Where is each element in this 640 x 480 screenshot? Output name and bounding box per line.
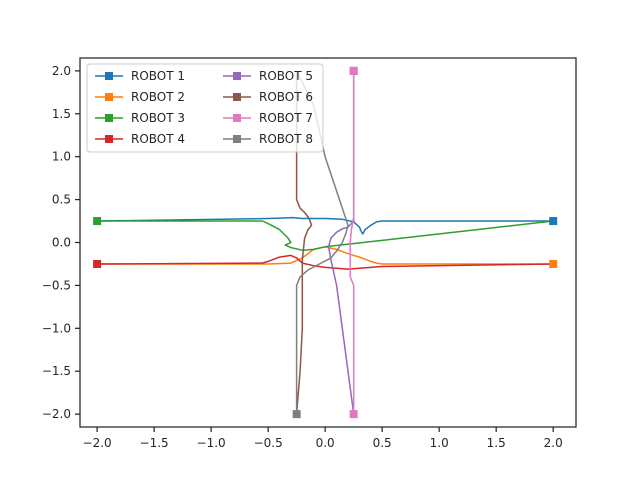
x-tick-label: 1.0 bbox=[430, 436, 449, 450]
y-tick-label: 0.5 bbox=[52, 193, 71, 207]
legend-box bbox=[86, 63, 324, 153]
legend-marker-3 bbox=[105, 114, 113, 122]
legend-marker-8 bbox=[233, 135, 241, 143]
y-axis-ticks: 2.0 1.5 1.0 0.5 0.0 −0.5 −1.0 −1.5 −2.0 bbox=[42, 64, 80, 421]
x-tick-label: −1.5 bbox=[140, 436, 169, 450]
legend-label-2: ROBOT 2 bbox=[131, 90, 185, 104]
x-tick-label: −2.0 bbox=[83, 436, 112, 450]
y-tick-label: −0.5 bbox=[42, 278, 71, 292]
x-tick-label: 0.5 bbox=[373, 436, 392, 450]
legend-marker-4 bbox=[105, 135, 113, 143]
series-marker-7-2 bbox=[349, 410, 358, 419]
y-tick-label: −1.5 bbox=[42, 364, 71, 378]
series-marker-1-1 bbox=[549, 217, 558, 226]
series-marker-7-1 bbox=[349, 66, 358, 75]
series-line-3 bbox=[97, 220, 554, 251]
legend-label-8: ROBOT 8 bbox=[259, 132, 313, 146]
series-line-5 bbox=[327, 70, 355, 415]
legend-label-5: ROBOT 5 bbox=[259, 69, 313, 83]
series-line-7 bbox=[349, 70, 355, 415]
series-markers bbox=[93, 66, 558, 419]
series-line-2 bbox=[97, 246, 554, 265]
y-tick-label: 0.0 bbox=[52, 236, 71, 250]
legend-label-3: ROBOT 3 bbox=[131, 111, 185, 125]
x-tick-label: 2.0 bbox=[544, 436, 563, 450]
series-line-1 bbox=[97, 216, 554, 235]
series-marker-3-1 bbox=[93, 217, 102, 226]
legend-label-4: ROBOT 4 bbox=[131, 132, 185, 146]
y-tick-label: 2.0 bbox=[52, 64, 71, 78]
series-lines bbox=[97, 70, 554, 415]
legend: ROBOT 1 ROBOT 2 ROBOT 3 ROBOT 4 ROBOT 5 ROBOT… bbox=[86, 63, 324, 153]
legend-label-7: ROBOT 7 bbox=[259, 111, 313, 125]
y-tick-label: 1.0 bbox=[52, 150, 71, 164]
series-marker-4-1 bbox=[93, 259, 102, 268]
x-tick-label: −1.0 bbox=[197, 436, 226, 450]
y-tick-label: 1.5 bbox=[52, 107, 71, 121]
legend-marker-6 bbox=[233, 93, 241, 101]
x-tick-label: 1.5 bbox=[487, 436, 506, 450]
x-tick-label: −0.5 bbox=[254, 436, 283, 450]
y-tick-label: −2.0 bbox=[42, 407, 71, 421]
legend-marker-5 bbox=[233, 72, 241, 80]
legend-marker-7 bbox=[233, 114, 241, 122]
series-line-4 bbox=[97, 254, 554, 270]
legend-marker-2 bbox=[105, 93, 113, 101]
legend-label-1: ROBOT 1 bbox=[131, 69, 185, 83]
series-marker-8-1 bbox=[292, 410, 301, 419]
legend-marker-1 bbox=[105, 72, 113, 80]
series-marker-2-1 bbox=[549, 259, 558, 268]
x-tick-label: 0.0 bbox=[316, 436, 335, 450]
legend-label-6: ROBOT 6 bbox=[259, 90, 313, 104]
series-line-6 bbox=[295, 70, 313, 415]
y-tick-label: −1.0 bbox=[42, 321, 71, 335]
x-axis-ticks: −2.0 −1.5 −1.0 −0.5 0.0 0.5 1.0 1.5 2.0 bbox=[83, 427, 563, 450]
